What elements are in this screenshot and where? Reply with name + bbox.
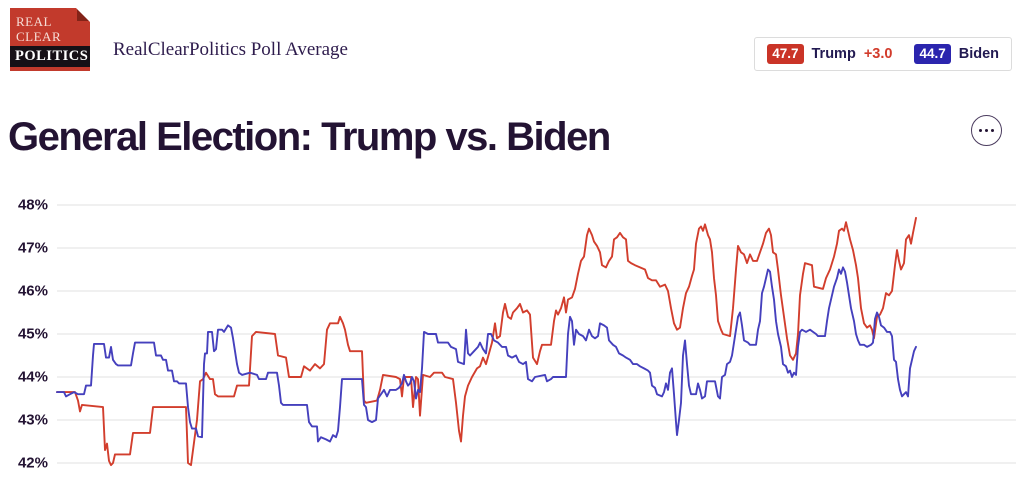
rcp-logo-politics-bar: POLITICS [10,46,90,67]
rcp-logo-text-politics: POLITICS [15,48,89,64]
y-axis-tick-label: 44% [17,368,48,386]
ellipsis-icon [979,128,983,133]
y-axis-tick-label: 46% [17,282,48,300]
y-axis-tick-label: 42% [17,454,48,472]
rcp-logo[interactable]: REAL CLEAR POLITICS [10,8,90,71]
rcp-logo-text-clear: CLEAR [16,29,62,44]
biden-value-chip: 44.7 [914,43,951,65]
poll-summary-legend: 47.7 Trump +3.0 44.7 Biden [754,37,1012,71]
trump-value-chip: 47.7 [767,43,804,65]
page-title: General Election: Trump vs. Biden [8,114,611,159]
rcp-logo-fold [76,8,90,22]
poll-trend-chart: 48% 47% 46% 45% 44% 43% 42% [0,185,1024,485]
y-axis-tick-label: 45% [17,325,48,343]
poll-trend-chart-canvas [56,204,1016,467]
y-axis-tick-label: 48% [17,196,48,214]
biden-trend-line [56,266,917,443]
biden-label: Biden [958,46,999,62]
poll-average-subtitle: RealClearPolitics Poll Average [113,39,348,60]
y-axis-tick-label: 43% [17,411,48,429]
y-axis-tick-label: 47% [17,239,48,257]
trump-spread: +3.0 [863,46,893,62]
trump-trend-line [56,216,917,467]
trump-label: Trump [811,46,856,62]
rcp-logo-text-real: REAL [16,14,52,29]
more-options-button[interactable] [971,115,1002,146]
